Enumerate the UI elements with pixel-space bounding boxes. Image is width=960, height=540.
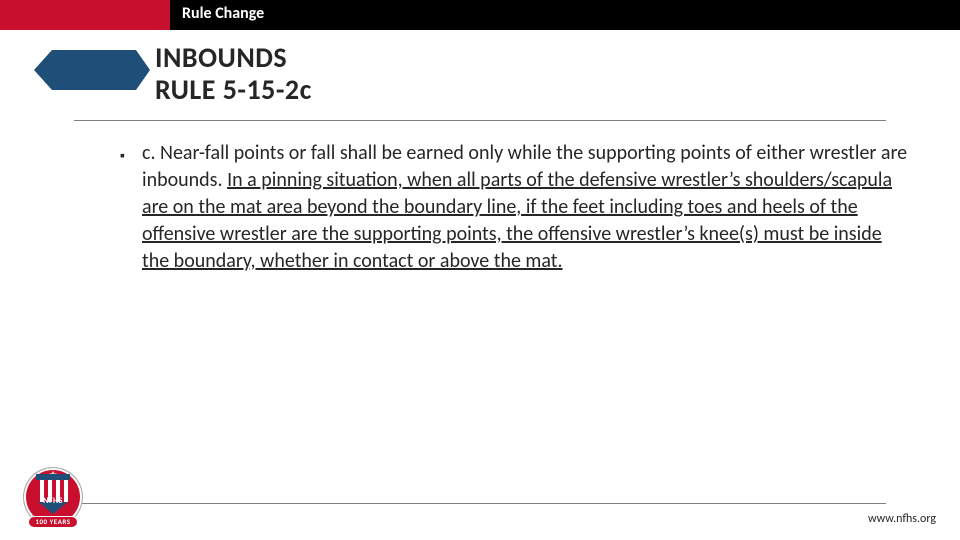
nfhs-logo: ★ NFHS 100 YEARS <box>24 468 82 526</box>
heading: INBOUNDS RULE 5-15-2c <box>155 42 312 106</box>
heading-arrow <box>52 50 136 90</box>
footer-url: www.nfhs.org <box>868 512 936 526</box>
bullet-text: c. Near-fall points or fall shall be ear… <box>142 140 910 275</box>
bullet-item: ▪ c. Near-fall points or fall shall be e… <box>120 140 910 275</box>
banner-label: Rule Change <box>182 4 264 23</box>
top-bar-accent <box>0 0 170 30</box>
body: ▪ c. Near-fall points or fall shall be e… <box>120 140 910 275</box>
logo-banner: 100 YEARS <box>28 516 78 528</box>
body-underlined: In a pinning situation, when all parts o… <box>142 168 892 273</box>
divider-bottom <box>74 503 886 504</box>
heading-line-1: INBOUNDS <box>155 42 312 74</box>
bullet-marker: ▪ <box>120 140 142 275</box>
slide: Rule Change INBOUNDS RULE 5-15-2c ▪ c. N… <box>0 0 960 540</box>
divider-top <box>74 120 886 121</box>
heading-line-2: RULE 5-15-2c <box>155 74 312 106</box>
